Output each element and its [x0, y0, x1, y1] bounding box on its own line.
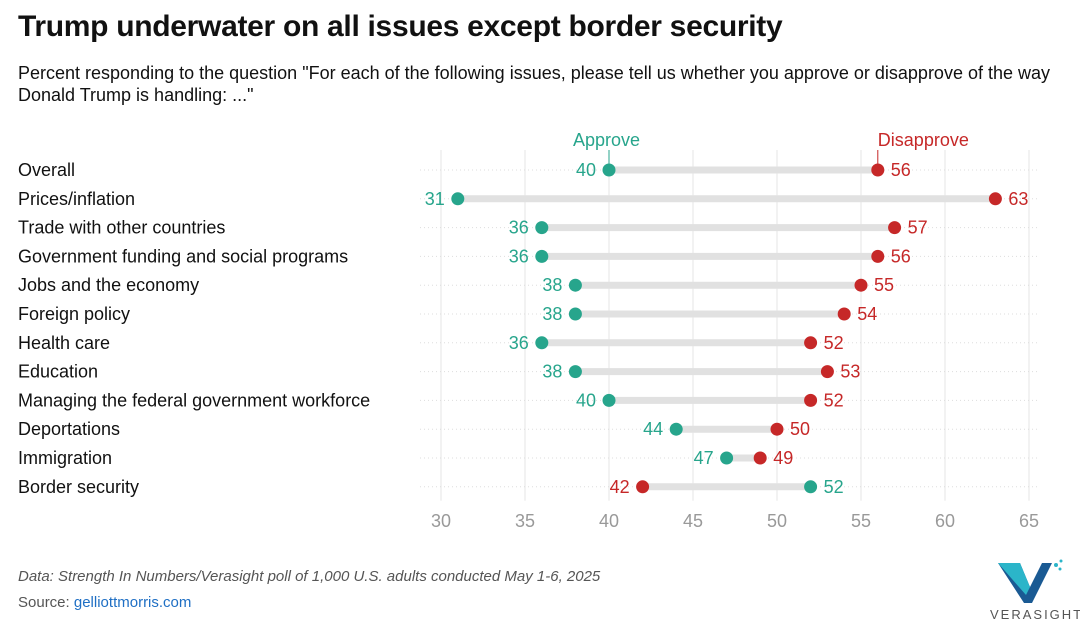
chart-subtitle: Percent responding to the question "For … — [18, 63, 1051, 105]
source-line: Source: gelliottmorris.com — [18, 594, 191, 611]
category-label: Immigration — [18, 448, 112, 468]
approve-value-label: 38 — [542, 275, 562, 295]
disapprove-value-label: 50 — [790, 419, 810, 439]
disapprove-value-label: 56 — [891, 246, 911, 266]
approve-value-label: 36 — [509, 246, 529, 266]
approve-value-label: 40 — [576, 160, 596, 180]
approve-value-label: 40 — [576, 390, 596, 410]
x-tick-label: 60 — [935, 511, 955, 531]
approve-dot — [451, 192, 465, 206]
legend-disapprove: Disapprove — [878, 130, 969, 150]
disapprove-dot — [871, 163, 885, 177]
x-tick-label: 50 — [767, 511, 787, 531]
legend-approve: Approve — [573, 130, 640, 150]
approve-dot — [568, 307, 582, 321]
disapprove-value-label: 53 — [840, 362, 860, 382]
disapprove-dot — [804, 336, 818, 350]
x-tick-label: 55 — [851, 511, 871, 531]
verasight-logo-mark — [998, 559, 1063, 603]
category-label: Deportations — [18, 419, 120, 439]
disapprove-value-label: 56 — [891, 160, 911, 180]
disapprove-value-label: 54 — [857, 304, 877, 324]
category-label: Managing the federal government workforc… — [18, 390, 370, 410]
approve-value-label: 31 — [425, 189, 445, 209]
disapprove-dot — [636, 480, 650, 494]
verasight-logo: VERASIGHT — [990, 555, 1080, 625]
x-tick-label: 40 — [599, 511, 619, 531]
logo-text: VERASIGHT — [990, 607, 1080, 622]
data-note: Data: Strength In Numbers/Verasight poll… — [18, 568, 601, 585]
category-label: Foreign policy — [18, 304, 130, 324]
approve-value-label: 47 — [694, 448, 714, 468]
disapprove-dot — [871, 249, 885, 263]
disapprove-value-label: 57 — [908, 218, 928, 238]
category-label: Jobs and the economy — [18, 275, 199, 295]
approve-value-label: 38 — [542, 304, 562, 324]
approve-dot — [568, 365, 582, 379]
dot-plot-chart: 30 35 40 45 50 55 60 65 Approve Disapprove Overall… — [18, 130, 1039, 531]
category-label: Government funding and social programs — [18, 246, 348, 266]
disapprove-dot — [820, 365, 834, 379]
approve-value-label: 36 — [509, 333, 529, 353]
x-tick-label: 35 — [515, 511, 535, 531]
category-label: Health care — [18, 333, 110, 353]
source-label: Source: — [18, 594, 74, 611]
chart-title: Trump underwater on all issues except bo… — [18, 10, 783, 43]
disapprove-dot — [804, 393, 818, 407]
x-tick-label: 65 — [1019, 511, 1039, 531]
approve-dot — [535, 221, 549, 235]
disapprove-value-label: 63 — [1008, 189, 1028, 209]
approve-dot — [602, 393, 616, 407]
disapprove-value-label: 52 — [824, 390, 844, 410]
disapprove-dot — [837, 307, 851, 321]
disapprove-dot — [753, 451, 767, 465]
approve-dot — [804, 480, 818, 494]
disapprove-dot — [854, 278, 868, 292]
approve-value-label: 52 — [824, 477, 844, 497]
source-link[interactable]: gelliottmorris.com — [73, 594, 192, 611]
disapprove-dot — [770, 422, 784, 436]
category-label: Trade with other countries — [18, 218, 225, 238]
disapprove-dot — [988, 192, 1002, 206]
disapprove-dot — [888, 221, 902, 235]
disapprove-value-label: 42 — [610, 477, 630, 497]
approve-value-label: 38 — [542, 362, 562, 382]
approve-dot — [568, 278, 582, 292]
x-tick-label: 45 — [683, 511, 703, 531]
category-label: Border security — [18, 477, 139, 497]
disapprove-value-label: 49 — [773, 448, 793, 468]
category-label: Prices/inflation — [18, 189, 135, 209]
approve-dot — [720, 451, 734, 465]
approve-dot — [669, 422, 683, 436]
approve-dot — [602, 163, 616, 177]
x-tick-label: 30 — [431, 511, 451, 531]
category-label: Education — [18, 362, 98, 382]
approve-value-label: 44 — [643, 419, 663, 439]
disapprove-value-label: 52 — [824, 333, 844, 353]
approve-dot — [535, 336, 549, 350]
disapprove-value-label: 55 — [874, 275, 894, 295]
approve-dot — [535, 249, 549, 263]
category-label: Overall — [18, 160, 75, 180]
approve-value-label: 36 — [509, 218, 529, 238]
